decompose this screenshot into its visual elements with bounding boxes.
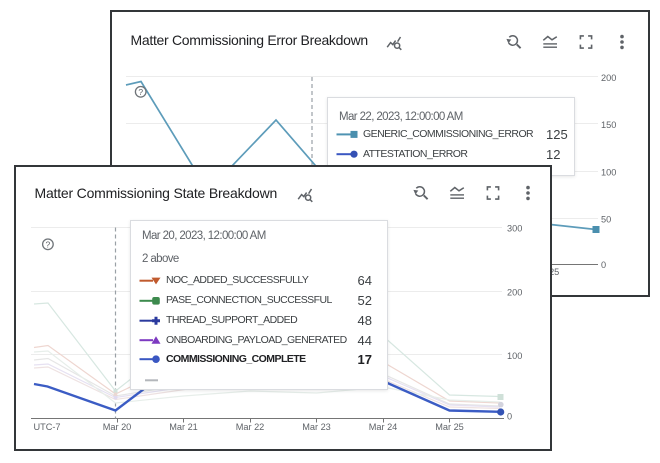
svg-text:100: 100 [601,168,616,178]
svg-text:0: 0 [601,260,606,270]
svg-text:300: 300 [507,224,522,234]
svg-text:Mar 21: Mar 21 [169,422,198,432]
svg-text:200: 200 [601,73,616,83]
svg-text:?: ? [46,240,51,250]
svg-text:Mar 22: Mar 22 [236,422,265,432]
svg-text:200: 200 [507,288,522,298]
svg-text:Mar 20: Mar 20 [103,422,132,432]
svg-text:Mar 25: Mar 25 [435,422,464,432]
svg-text:100: 100 [507,351,522,361]
svg-text:UTC-7: UTC-7 [33,422,60,432]
svg-text:50: 50 [601,215,611,225]
svg-text:Mar 24: Mar 24 [369,422,398,432]
svg-text:150: 150 [601,120,616,130]
svg-text:?: ? [138,87,143,97]
svg-text:0: 0 [507,412,512,422]
svg-text:Mar 23: Mar 23 [302,422,331,432]
